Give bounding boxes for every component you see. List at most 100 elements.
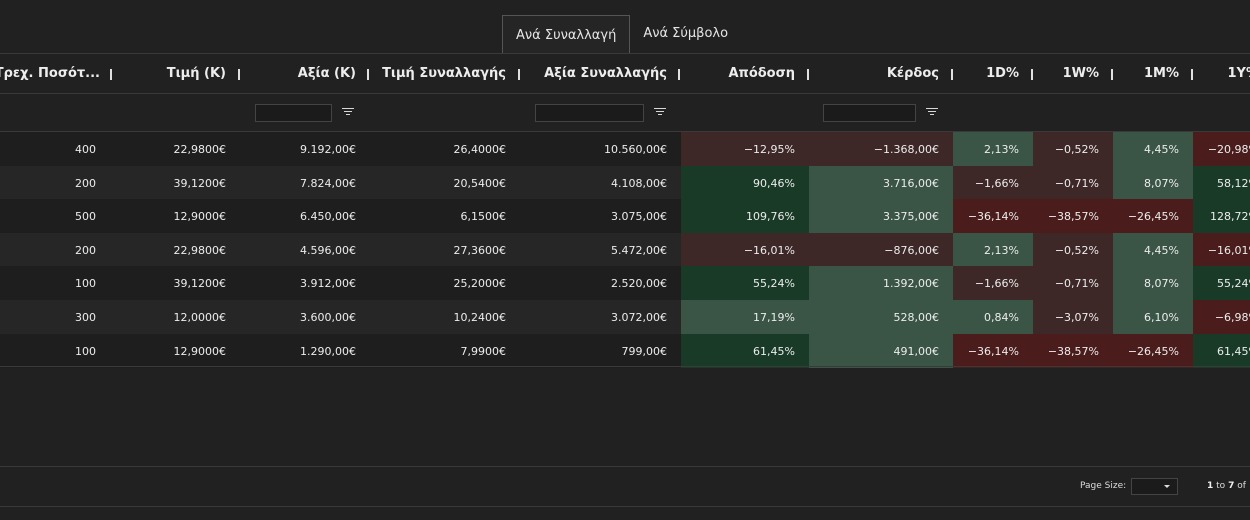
table-cell: 3.716,00€ [809, 165, 953, 200]
chevron-down-icon [1164, 485, 1170, 488]
filter-icon[interactable] [926, 107, 938, 117]
table-cell: 5.472,00€ [611, 243, 667, 257]
column-header[interactable]: 1W% [1062, 66, 1099, 81]
filter-divider [0, 131, 1250, 132]
table-row[interactable]: 500 12,9000€ 6.450,00€ 6,1500€ 3.075,00€ 109,… [0, 199, 1250, 234]
table-cell: 12,0000€ [173, 311, 227, 324]
table-cell: 22,9800€ [173, 143, 227, 156]
grid-top-border [0, 53, 1250, 54]
table-cell: −12,95% [681, 132, 809, 166]
table-cell: 7.824,00€ [300, 176, 356, 190]
table-cell: 491,00€ [809, 333, 953, 368]
table-cell: 2,13% [953, 132, 1033, 166]
column-resize-handle[interactable] [1111, 69, 1113, 80]
table-cell: 58,12% [1193, 165, 1250, 200]
column-header[interactable]: Τιμή (Κ) [166, 66, 226, 81]
table-cell: 3.912,00€ [300, 277, 356, 291]
table-cell: −26,45% [1113, 333, 1193, 368]
range-end: 7 [1228, 481, 1235, 491]
table-cell: 0,84% [953, 300, 1033, 334]
table-cell: 3.375,00€ [809, 199, 953, 234]
column-header[interactable]: Αξία Συναλλαγής [544, 66, 667, 81]
column-resize-handle[interactable] [807, 69, 809, 80]
table-cell: 128,72% [1193, 199, 1250, 234]
table-cell: 55,24% [1193, 266, 1250, 301]
table-cell: −0,52% [1033, 232, 1113, 267]
table-cell: 8,07% [1113, 165, 1193, 200]
column-header[interactable]: Τρεχ. Ποσότ... [0, 66, 100, 81]
table-cell: −0,71% [1033, 266, 1113, 301]
table-cell: −38,57% [1033, 333, 1113, 368]
column-header[interactable]: 1Y% [1227, 66, 1250, 81]
filter-icon[interactable] [342, 107, 354, 117]
header-divider [0, 93, 1250, 94]
filter-input-trade-value[interactable] [535, 104, 644, 122]
table-cell: 100 [75, 277, 96, 291]
table-cell: −1,66% [953, 266, 1033, 301]
table-cell: −16,01% [681, 232, 809, 267]
table-cell: 4.108,00€ [611, 176, 667, 190]
table-cell: 12,9000€ [173, 210, 227, 224]
table-cell: 500 [75, 210, 96, 224]
table-cell: 39,1200€ [173, 176, 227, 190]
range-to: to [1216, 481, 1226, 491]
table-cell: 200 [75, 243, 96, 257]
table-row[interactable]: 300 12,0000€ 3.600,00€ 10,2400€ 3.072,00€ 17,… [0, 300, 1250, 334]
table-cell: 17,19% [681, 300, 809, 334]
table-cell: 27,3600€ [453, 243, 507, 257]
tab-bar: Ανά Συναλλαγή Ανά Σύμβολο [502, 15, 741, 53]
table-cell: 100 [75, 344, 96, 358]
table-cell: 26,4000€ [453, 143, 507, 156]
column-resize-handle[interactable] [678, 69, 680, 80]
table-cell: 2.520,00€ [611, 277, 667, 291]
column-header[interactable]: Απόδοση [728, 66, 795, 81]
column-header[interactable]: 1M% [1143, 66, 1179, 81]
table-cell: 799,00€ [621, 344, 668, 358]
column-resize-handle[interactable] [1191, 69, 1193, 80]
table-cell: 2,13% [953, 232, 1033, 267]
table-row[interactable]: 400 22,9800€ 9.192,00€ 26,4000€ 10.560,00€ −1… [0, 132, 1250, 166]
table-row[interactable]: 200 22,9800€ 4.596,00€ 27,3600€ 5.472,00€ −16… [0, 232, 1250, 267]
table-row[interactable]: 100 12,9000€ 1.290,00€ 7,9900€ 799,00€ 61,45%… [0, 333, 1250, 368]
column-header[interactable]: Κέρδος [886, 66, 939, 81]
table-cell: −1,66% [953, 165, 1033, 200]
table-cell: 109,76% [681, 199, 809, 234]
column-header[interactable]: Τιμή Συναλλαγής [382, 66, 506, 81]
table-row[interactable]: 200 39,1200€ 7.824,00€ 20,5400€ 4.108,00€ 90,… [0, 165, 1250, 200]
table-cell: −0,52% [1033, 132, 1113, 166]
column-resize-handle[interactable] [951, 69, 953, 80]
page-size-label: Page Size: [1080, 481, 1127, 491]
tab-by-transaction[interactable]: Ανά Συναλλαγή [502, 15, 631, 53]
table-cell: −876,00€ [809, 232, 953, 267]
table-cell: 528,00€ [809, 300, 953, 334]
table-cell: 22,9800€ [173, 243, 227, 257]
table-cell: 10,2400€ [453, 311, 507, 324]
column-resize-handle[interactable] [238, 69, 240, 80]
table-cell: −20,98% [1193, 132, 1250, 166]
table-cell: 20,5400€ [453, 176, 507, 190]
pagination-info: 1 to 7 of [1207, 481, 1246, 491]
column-resize-handle[interactable] [518, 69, 520, 80]
column-resize-handle[interactable] [367, 69, 369, 80]
range-of: of [1237, 481, 1246, 491]
table-cell: 90,46% [681, 165, 809, 200]
column-header[interactable]: Αξία (Κ) [297, 66, 356, 81]
page-size-select[interactable] [1131, 478, 1178, 495]
column-resize-handle[interactable] [110, 69, 112, 80]
filter-input-value[interactable] [255, 104, 332, 122]
table-cell: 4,45% [1113, 232, 1193, 267]
column-header[interactable]: 1D% [986, 66, 1019, 81]
table-row[interactable]: 100 39,1200€ 3.912,00€ 25,2000€ 2.520,00€ 55,… [0, 266, 1250, 301]
filter-input-profit[interactable] [823, 104, 916, 122]
table-cell: 1.290,00€ [300, 344, 356, 358]
table-cell: 6,10% [1113, 300, 1193, 334]
filter-icon[interactable] [654, 107, 666, 117]
column-resize-handle[interactable] [1031, 69, 1033, 80]
table-cell: 10.560,00€ [604, 143, 667, 156]
tab-by-symbol[interactable]: Ανά Σύμβολο [643, 26, 729, 41]
grid-header-row: Τρεχ. Ποσότ... Τιμή (Κ) Αξία (Κ) Τιμή Συναλ… [0, 53, 1250, 93]
table-cell: 61,45% [1193, 333, 1250, 368]
table-cell: 6,1500€ [460, 210, 507, 224]
table-cell: −6,98% [1193, 300, 1250, 334]
table-cell: −3,07% [1033, 300, 1113, 334]
